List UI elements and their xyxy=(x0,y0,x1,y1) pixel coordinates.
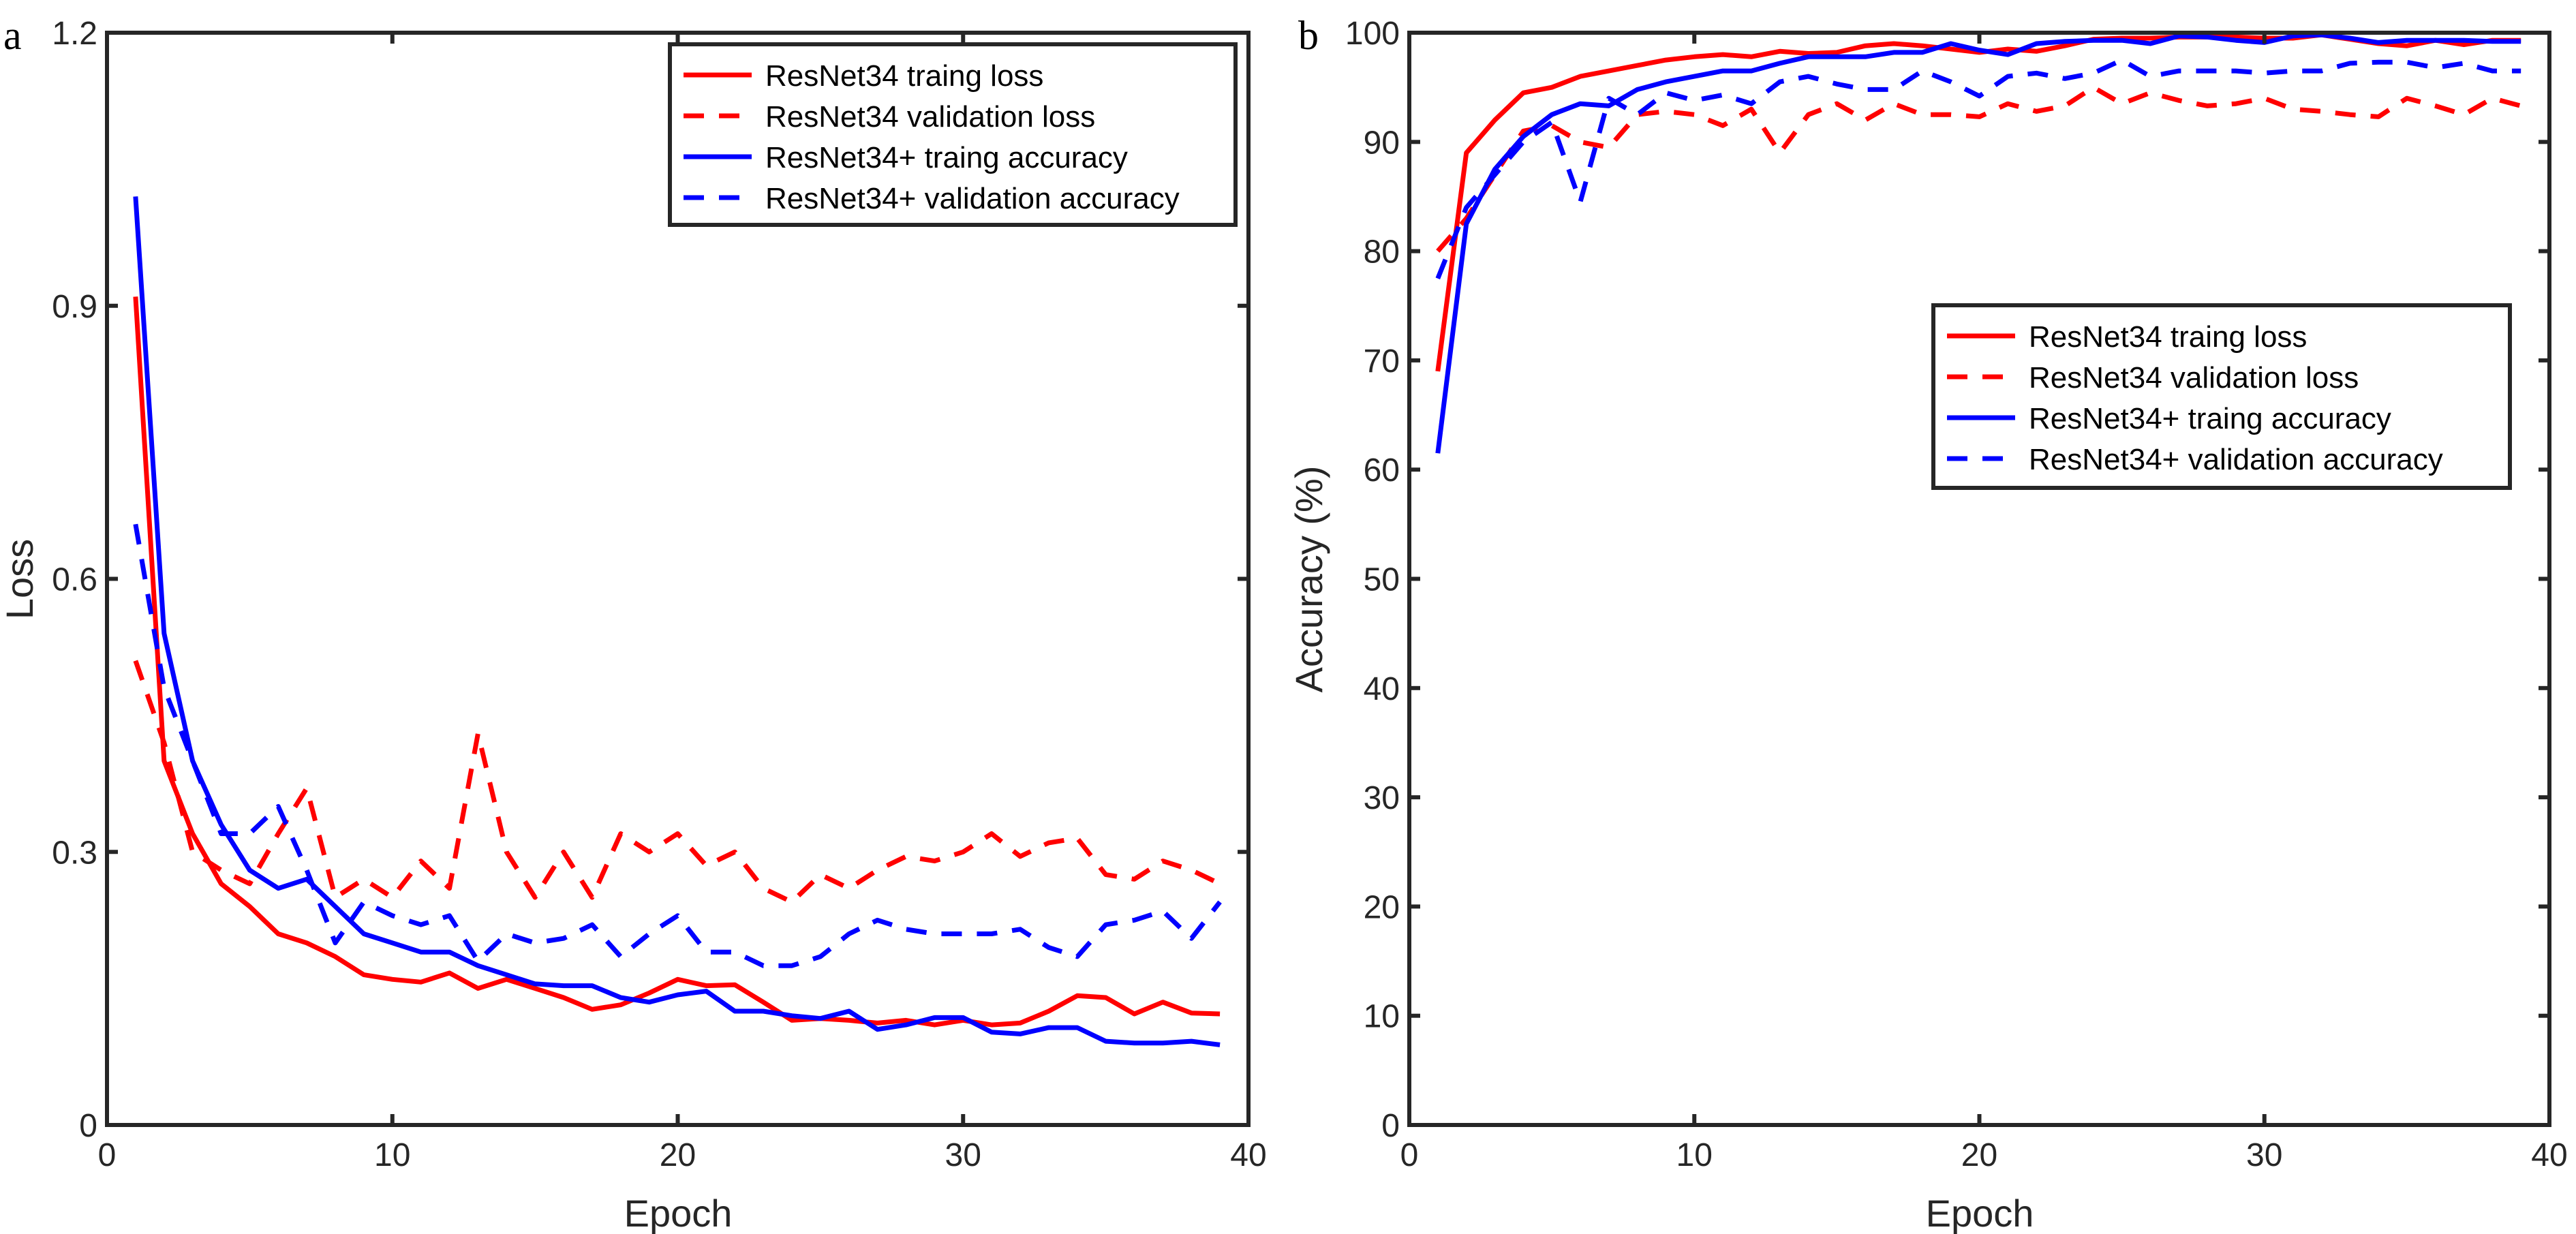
y-tick-label: 50 xyxy=(1364,562,1400,598)
y-tick-label: 70 xyxy=(1364,343,1400,380)
legend-box xyxy=(1931,303,2512,490)
y-tick-label: 30 xyxy=(1364,780,1400,816)
series-line-1 xyxy=(133,660,1221,905)
legend: ResNet34 traing loss ResNet34 validation … xyxy=(668,42,1238,227)
x-tick-label: 20 xyxy=(660,1137,696,1173)
y-tick-label: 100 xyxy=(1345,16,1400,52)
legend: ResNet34 traing loss ResNet34 validation … xyxy=(1931,303,2512,490)
y-tick-label: 1.2 xyxy=(52,16,97,52)
series-line-3 xyxy=(1435,57,2521,280)
y-tick-label: 60 xyxy=(1364,452,1400,489)
legend-label-2: ResNet34+ traing accuracy xyxy=(765,141,1128,174)
y-tick-label: 80 xyxy=(1364,234,1400,271)
series-line-1 xyxy=(1436,84,2522,253)
legend-label-3: ResNet34+ validation accuracy xyxy=(765,182,1180,215)
x-tick-label: 0 xyxy=(1400,1137,1419,1173)
x-tick-label: 20 xyxy=(1961,1137,1997,1173)
legend-label-0: ResNet34 traing loss xyxy=(765,59,1043,93)
y-axis-label: Accuracy (%) xyxy=(1287,466,1330,693)
x-axis-label: Epoch xyxy=(1926,1192,2034,1234)
panel-label-b: b xyxy=(1298,13,1319,58)
y-axis-label: Loss xyxy=(0,539,41,619)
y-tick-label: 0.6 xyxy=(52,562,97,598)
panel-b-accuracy-chart: b Epoch Accuracy (%) 0 10 20 30 40 0 10 20 30 40 5… xyxy=(1287,13,2568,1234)
panel-a-loss-chart: a Epoch Loss 0 10 20 30 40 0 0.3 0.6 0.9 1.2 ResNe… xyxy=(0,13,1267,1234)
x-tick-label: 0 xyxy=(98,1137,117,1173)
x-axis-label: Epoch xyxy=(624,1192,733,1234)
x-tick-label: 30 xyxy=(945,1137,981,1173)
series-line-3 xyxy=(133,523,1222,968)
legend-box xyxy=(668,42,1238,227)
legend-label-3: ResNet34+ validation accuracy xyxy=(2029,443,2443,476)
y-tick-label: 40 xyxy=(1364,671,1400,707)
legend-label-0: ResNet34 traing loss xyxy=(2029,320,2307,354)
series-line-2 xyxy=(1435,32,2521,454)
x-tick-label: 40 xyxy=(2531,1137,2567,1173)
y-tick-label: 0 xyxy=(79,1108,97,1144)
y-tick-label: 0.9 xyxy=(52,289,97,325)
y-tick-label: 10 xyxy=(1364,999,1400,1035)
x-tick-label: 30 xyxy=(2246,1137,2282,1173)
legend-label-2: ResNet34+ traing accuracy xyxy=(2029,402,2391,435)
legend-label-1: ResNet34 validation loss xyxy=(2029,361,2359,395)
y-tick-label: 0 xyxy=(1381,1108,1400,1144)
legend-label-1: ResNet34 validation loss xyxy=(765,100,1095,134)
series-line-0 xyxy=(133,296,1221,1028)
y-tick-label: 20 xyxy=(1364,889,1400,925)
x-tick-label: 10 xyxy=(1676,1137,1713,1173)
y-tick-label: 90 xyxy=(1364,125,1400,161)
x-tick-label: 10 xyxy=(374,1137,410,1173)
x-tick-label: 40 xyxy=(1230,1137,1266,1173)
y-tick-label: 0.3 xyxy=(52,835,97,871)
panel-label-a: a xyxy=(3,13,22,58)
